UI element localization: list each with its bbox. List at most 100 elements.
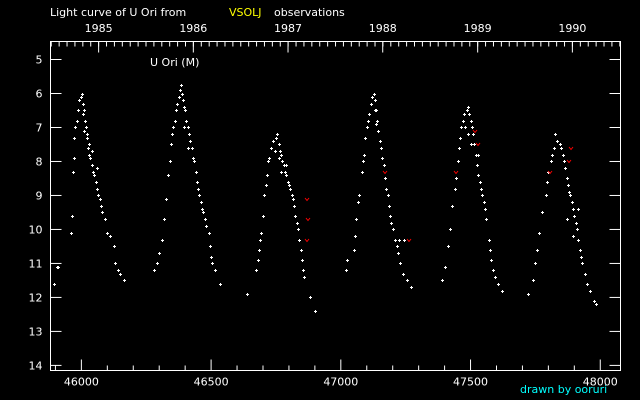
data-point (204, 218, 207, 221)
data-point (566, 218, 569, 221)
data-point (119, 273, 122, 276)
data-point (197, 188, 200, 191)
data-point (455, 177, 458, 180)
data-point (192, 157, 195, 160)
data-point (459, 137, 462, 140)
data-point (488, 239, 491, 242)
data-point (477, 154, 480, 157)
data-point (374, 99, 377, 102)
data-point (355, 218, 358, 221)
data-point (272, 140, 275, 143)
data-point (255, 269, 258, 272)
data-point (266, 174, 269, 177)
data-point (202, 211, 205, 214)
data-point (298, 239, 301, 242)
data-point (490, 259, 493, 262)
data-point (410, 286, 413, 289)
data-point (353, 249, 356, 252)
data-point (468, 113, 471, 116)
data-point (285, 164, 288, 167)
data-point (398, 239, 401, 242)
special-data-point (568, 146, 574, 151)
data-point (169, 160, 172, 163)
data-point (571, 201, 574, 204)
data-point (379, 140, 382, 143)
credit-label: drawn by ooruri (520, 383, 607, 396)
chart-title-source: VSOLJ (229, 6, 262, 19)
data-point (71, 215, 74, 218)
data-point (569, 194, 572, 197)
data-point (538, 232, 541, 235)
data-point (381, 157, 384, 160)
data-point (492, 269, 495, 272)
data-point (296, 222, 299, 225)
data-point (470, 120, 473, 123)
data-point (198, 194, 201, 197)
data-point (451, 205, 454, 208)
data-point (376, 120, 379, 123)
data-point (406, 279, 409, 282)
data-point (183, 106, 186, 109)
data-point (367, 120, 370, 123)
data-point (211, 262, 214, 265)
data-point (399, 262, 402, 265)
data-point (96, 167, 99, 170)
data-point (187, 147, 190, 150)
data-point (281, 160, 284, 163)
data-point (156, 262, 159, 265)
data-point (278, 143, 281, 146)
data-point (485, 218, 488, 221)
data-point (268, 157, 271, 160)
data-point (556, 140, 559, 143)
year-tick-label: 1985 (85, 22, 113, 35)
data-point (82, 113, 85, 116)
data-point (95, 181, 98, 184)
data-point (117, 269, 120, 272)
x-tick-label: 46000 (64, 376, 99, 389)
data-point (387, 194, 390, 197)
data-point (366, 126, 369, 129)
data-point (210, 256, 213, 259)
data-point (385, 188, 388, 191)
data-point (92, 171, 95, 174)
data-point (214, 269, 217, 272)
data-point (175, 109, 178, 112)
data-point (104, 218, 107, 221)
data-point (494, 276, 497, 279)
data-point (559, 143, 562, 146)
special-data-point (304, 197, 310, 202)
data-point (572, 208, 575, 211)
data-point (193, 160, 196, 163)
data-point (165, 198, 168, 201)
data-point (85, 126, 88, 129)
data-point (83, 109, 86, 112)
data-point (86, 133, 89, 136)
data-point (301, 259, 304, 262)
data-point (375, 123, 378, 126)
data-point (580, 256, 583, 259)
data-point (91, 150, 94, 153)
data-point (178, 96, 181, 99)
data-point (260, 232, 263, 235)
data-point (477, 174, 480, 177)
data-point (297, 228, 300, 231)
data-point (291, 194, 294, 197)
x-tick-label: 46500 (194, 376, 229, 389)
data-point (449, 228, 452, 231)
data-point (101, 211, 104, 214)
data-point (563, 160, 566, 163)
data-point (57, 266, 60, 269)
data-point (259, 239, 262, 242)
data-point (589, 290, 592, 293)
data-point (536, 249, 539, 252)
data-point (278, 157, 281, 160)
data-point (99, 198, 102, 201)
data-point (258, 249, 261, 252)
data-point (397, 252, 400, 255)
data-point (270, 147, 273, 150)
data-point (384, 177, 387, 180)
data-point (201, 208, 204, 211)
data-point (176, 103, 179, 106)
data-point (76, 120, 79, 123)
